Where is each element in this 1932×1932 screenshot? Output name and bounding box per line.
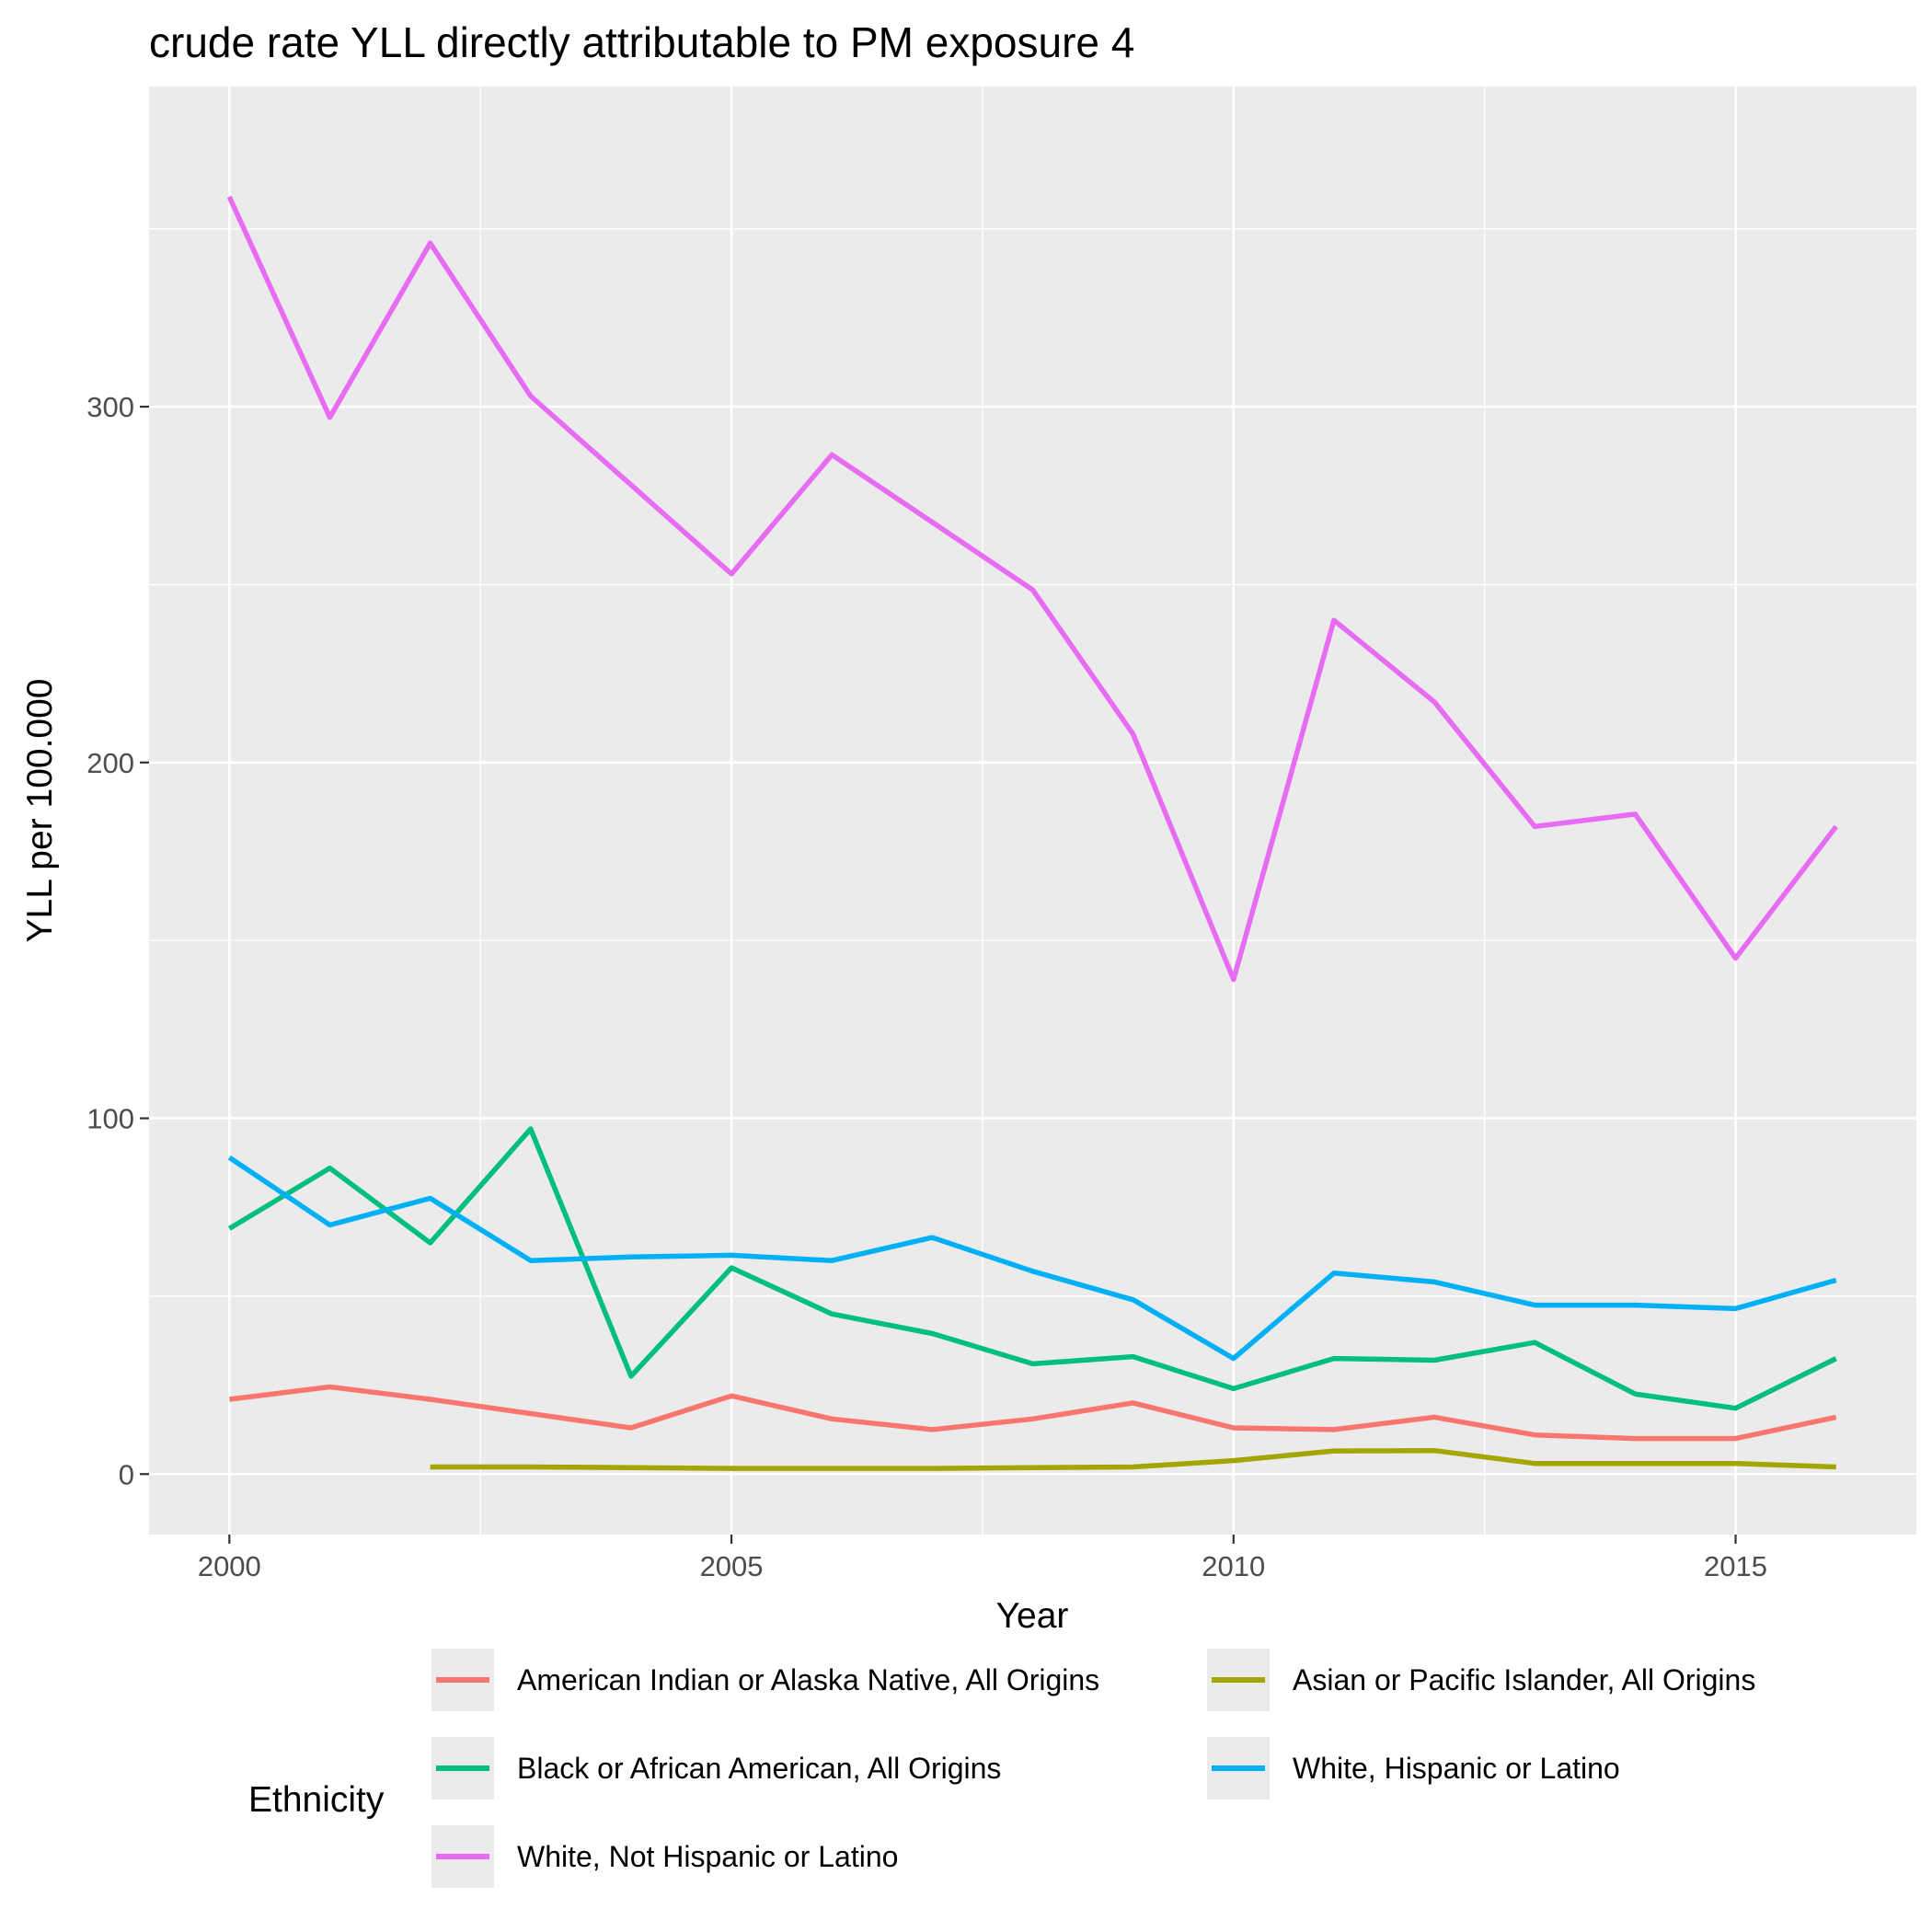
x-tick-label: 2005 — [700, 1550, 764, 1582]
series-line-0 — [228, 1384, 1837, 1442]
legend-label-4: White, Not Hispanic or Latino — [517, 1840, 898, 1873]
legend-title: Ethnicity — [248, 1780, 385, 1820]
y-axis-title: YLL per 100.000 — [20, 679, 60, 943]
grid-lines — [149, 86, 1916, 1535]
legend-label-1: Asian or Pacific Islander, All Origins — [1293, 1663, 1755, 1696]
y-tick-label: 100 — [86, 1103, 134, 1135]
y-tick-label: 300 — [86, 391, 134, 423]
chart-title: crude rate YLL directly attributable to … — [149, 18, 1134, 66]
legend: Ethnicity American Indian or Alaska Nati… — [248, 1647, 1755, 1890]
legend-label-3: White, Hispanic or Latino — [1293, 1752, 1620, 1785]
y-tick-label: 200 — [86, 747, 134, 779]
x-tick-label: 2010 — [1202, 1550, 1265, 1582]
y-tick-label: 0 — [119, 1458, 134, 1490]
x-tick-label: 2015 — [1704, 1550, 1767, 1582]
legend-label-2: Black or African American, All Origins — [517, 1752, 1001, 1785]
axis-ticks: 2000 2005 2010 2015 0 100 200 300 — [86, 391, 1767, 1582]
legend-label-0: American Indian or Alaska Native, All Or… — [517, 1663, 1099, 1696]
data-lines — [226, 195, 1838, 1471]
series-line-4 — [226, 195, 1838, 983]
series-line-3 — [227, 1155, 1837, 1362]
x-tick-label: 2000 — [198, 1550, 261, 1582]
series-line-1 — [430, 1447, 1836, 1471]
plot-panel — [149, 86, 1916, 1535]
x-axis-title: Year — [996, 1596, 1069, 1636]
series-line-2 — [227, 1126, 1837, 1411]
